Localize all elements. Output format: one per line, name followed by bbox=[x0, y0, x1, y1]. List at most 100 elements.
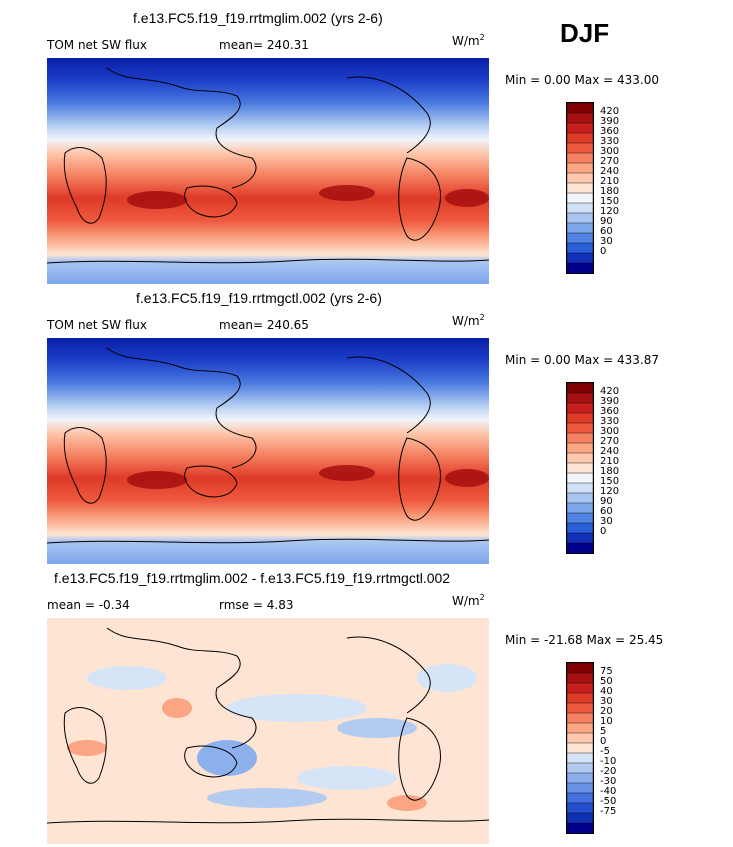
colorbar-box bbox=[567, 232, 593, 244]
colorbar-box bbox=[567, 112, 593, 124]
map-panel-3 bbox=[47, 618, 489, 844]
coast-namerica-2 bbox=[346, 356, 431, 434]
colorbar-box bbox=[567, 152, 593, 164]
panel2-units: W/m2 bbox=[452, 313, 485, 328]
patch-9 bbox=[207, 788, 327, 808]
colorbar-box bbox=[567, 452, 593, 464]
season-label: DJF bbox=[560, 18, 610, 48]
colorbar-tick-label: 240 bbox=[600, 166, 620, 177]
colorbar-3-ticks: 75 50 40 30 20 10 5 0 -5 -10 -20 -30 -40 -50 -75 bbox=[600, 662, 660, 834]
colorbar-tick-label: 330 bbox=[600, 416, 620, 427]
coast-namerica-3 bbox=[346, 636, 431, 714]
panel1-units: W/m2 bbox=[452, 33, 485, 48]
panel3-title: f.e13.FC5.f19_f19.rrtmglim.002 - f.e13.F… bbox=[54, 570, 451, 586]
colorbar-box bbox=[567, 762, 593, 774]
coast-samerica-2 bbox=[398, 437, 441, 521]
colorbar-tick-label: -30 bbox=[600, 776, 617, 787]
colorbar-tick-label: 240 bbox=[600, 446, 620, 457]
colorbar-box bbox=[567, 663, 593, 674]
colorbar-box bbox=[567, 712, 593, 724]
colorbar-1-ticks: 420 390 360 330 300 270 240 210 180 150 120 90 60 30 0 bbox=[600, 102, 660, 274]
colorbar-2 bbox=[566, 382, 594, 554]
colorbar-tick-label: 0 bbox=[600, 736, 607, 747]
colorbar-box bbox=[567, 262, 593, 273]
coast-eurasia-3 bbox=[106, 627, 257, 749]
colorbar-tick-label: 20 bbox=[600, 706, 613, 717]
coastlines-3 bbox=[47, 627, 489, 824]
hotspot-indian-ocean-1 bbox=[127, 191, 187, 209]
patch-8 bbox=[417, 664, 477, 692]
colorbar-box bbox=[567, 383, 593, 394]
colorbar-box bbox=[567, 103, 593, 114]
colorbar-box bbox=[567, 672, 593, 684]
colorbar-tick-label: 330 bbox=[600, 136, 620, 147]
coast-samerica-1 bbox=[398, 157, 441, 241]
colorbar-2-ticks: 420 390 360 330 300 270 240 210 180 150 120 90 60 30 0 bbox=[600, 382, 660, 554]
colorbar-box bbox=[567, 482, 593, 494]
map-field-2 bbox=[47, 338, 489, 564]
coastlines-1 bbox=[47, 67, 489, 264]
panel2-mean: mean= 240.65 bbox=[219, 318, 309, 332]
colorbar-tick-label: -40 bbox=[600, 786, 617, 797]
diff-patches-3 bbox=[67, 664, 477, 811]
colorbar-tick-label: 40 bbox=[600, 686, 613, 697]
colorbar-box bbox=[567, 182, 593, 194]
coast-australia-1 bbox=[184, 185, 238, 218]
colorbar-tick-label: 30 bbox=[600, 236, 613, 247]
colorbar-3-boxes bbox=[567, 663, 593, 833]
panel1-minmax: Min = 0.00 Max = 433.00 bbox=[505, 73, 659, 87]
map-plot-1 bbox=[47, 58, 489, 284]
colorbar-box bbox=[567, 142, 593, 154]
colorbar-box bbox=[567, 532, 593, 544]
colorbar-tick-label: -5 bbox=[600, 746, 610, 757]
colorbar-tick-label: 0 bbox=[600, 246, 607, 257]
panel1-title: f.e13.FC5.f19_f19.rrtmglim.002 (yrs 2-6) bbox=[133, 10, 383, 26]
patch-6 bbox=[67, 740, 107, 756]
panel3-rmse: rmse = 4.83 bbox=[219, 598, 294, 612]
colorbar-box bbox=[567, 772, 593, 784]
colorbar-1 bbox=[566, 102, 594, 274]
colorbar-tick-label: 50 bbox=[600, 676, 613, 687]
colorbar-tick-label: -20 bbox=[600, 766, 617, 777]
panel3-minmax: Min = -21.68 Max = 25.45 bbox=[505, 633, 664, 647]
colorbar-box bbox=[567, 492, 593, 504]
colorbar-box bbox=[567, 442, 593, 454]
colorbar-tick-label: 300 bbox=[600, 146, 620, 157]
colorbar-tick-label: -50 bbox=[600, 796, 617, 807]
map-plot-2 bbox=[47, 338, 489, 564]
colorbar-box bbox=[567, 542, 593, 553]
colorbar-tick-label: 0 bbox=[600, 526, 607, 537]
coast-africa-2 bbox=[63, 427, 107, 504]
colorbar-box bbox=[567, 222, 593, 234]
colorbar-tick-label: 270 bbox=[600, 156, 620, 167]
colorbar-tick-label: 10 bbox=[600, 716, 613, 727]
colorbar-box bbox=[567, 742, 593, 754]
colorbar-tick-label: 390 bbox=[600, 396, 620, 407]
colorbar-tick-label: 120 bbox=[600, 206, 620, 217]
colorbar-tick-label: 120 bbox=[600, 486, 620, 497]
patch-2 bbox=[227, 694, 367, 722]
colorbar-tick-label: 75 bbox=[600, 666, 613, 677]
patch-4 bbox=[337, 718, 417, 738]
hotspot-pacific-1 bbox=[319, 185, 375, 201]
coast-eurasia-1 bbox=[106, 67, 257, 189]
colorbar-box bbox=[567, 402, 593, 414]
colorbar-tick-label: 90 bbox=[600, 216, 613, 227]
colorbar-tick-label: 150 bbox=[600, 476, 620, 487]
coast-antarctica-3 bbox=[47, 818, 489, 824]
colorbar-box bbox=[567, 462, 593, 474]
coast-australia-3 bbox=[184, 745, 238, 778]
hotspot-atlantic-1 bbox=[445, 189, 489, 207]
panel2-minmax: Min = 0.00 Max = 433.87 bbox=[505, 353, 659, 367]
coast-antarctica-2 bbox=[47, 538, 489, 544]
map-plot-3 bbox=[47, 618, 489, 844]
colorbar-box bbox=[567, 432, 593, 444]
colorbar-box bbox=[567, 782, 593, 794]
hotspot-pacific-2 bbox=[319, 465, 375, 481]
coast-australia-2 bbox=[184, 465, 238, 498]
coast-samerica-3 bbox=[398, 717, 441, 801]
colorbar-tick-label: 60 bbox=[600, 506, 613, 517]
colorbar-box bbox=[567, 682, 593, 694]
colorbar-tick-label: 150 bbox=[600, 196, 620, 207]
colorbar-box bbox=[567, 212, 593, 224]
